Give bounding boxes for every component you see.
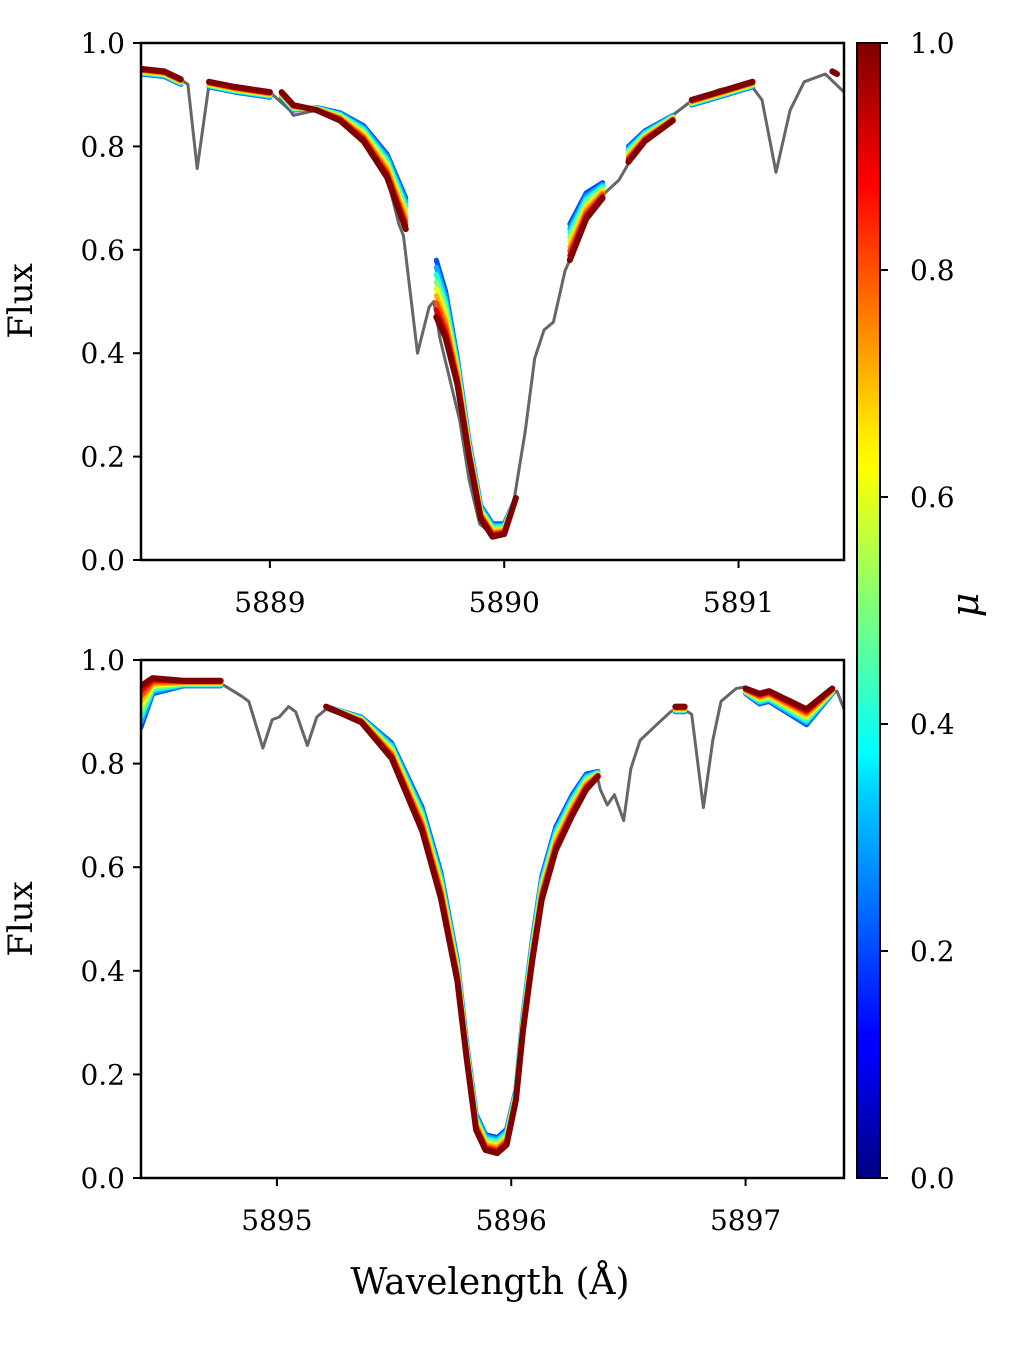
top-ylabel: Flux <box>1 263 41 339</box>
top-ytick-label: 1.0 <box>80 27 125 60</box>
bottom-observed-mu-0.9 <box>323 704 601 1154</box>
bottom-model-line <box>141 679 844 1155</box>
bottom-observed-mu-0.7 <box>323 704 601 1150</box>
bottom-observed-mu-0.2 <box>323 704 601 1141</box>
bottom-ylabel: Flux <box>1 881 41 957</box>
bottom-observed-mu-0.4 <box>323 704 601 1144</box>
top-ytick-label: 0.8 <box>80 130 125 163</box>
top-model-line <box>141 69 844 539</box>
top-observed-mu-1 <box>829 68 840 77</box>
bottom-observed-mu-1 <box>141 675 224 689</box>
bottom-xtick-label: 5896 <box>476 1204 547 1237</box>
top-observed-mu-1 <box>625 117 676 165</box>
colorbar-label: μ <box>943 593 987 618</box>
bottom-xtick-label: 5897 <box>710 1204 781 1237</box>
bottom-observed-mu-0.5 <box>323 704 601 1146</box>
bottom-xtick-label: 5895 <box>241 1204 312 1237</box>
colorbar-tick-label: 1.0 <box>910 27 955 60</box>
bottom-observed-mu-1 <box>742 685 836 713</box>
colorbar: 0.0 0.2 0.4 0.6 0.8 1.0 μ <box>856 27 987 1195</box>
top-panel: 5889 5890 5891 0.0 0.2 0.4 0.6 0.8 1.0 Flux <box>1 27 846 619</box>
bottom-ytick-label: 0.8 <box>80 748 125 781</box>
colorbar-tick-label: 0.6 <box>910 481 955 514</box>
bottom-ytick-label: 1.0 <box>80 644 125 677</box>
colorbar-tick-label: 0.0 <box>910 1162 955 1195</box>
colorbar-tick-label: 0.2 <box>910 935 955 968</box>
top-observed-mu-1 <box>141 65 184 83</box>
bottom-ytick-label: 0.4 <box>80 955 125 988</box>
top-xtick-label: 5890 <box>469 586 540 619</box>
top-ytick-label: 0.6 <box>80 234 125 267</box>
x-axis-label: Wavelength (Å) <box>350 1261 629 1303</box>
colorbar-tick-label: 0.4 <box>910 708 955 741</box>
top-xtick-label: 5889 <box>234 586 305 619</box>
top-observed-mu-1 <box>433 314 519 540</box>
top-observed-mu-1 <box>206 78 273 96</box>
top-ytick-label: 0.2 <box>80 441 125 474</box>
bottom-observed-mu-1 <box>323 703 601 1157</box>
top-observed-mu-1 <box>278 89 409 233</box>
bottom-panel: 5895 5896 5897 0.0 0.2 0.4 0.6 0.8 1.0 Flux Wave… <box>1 644 846 1303</box>
colorbar-gradient <box>856 42 881 1179</box>
top-xtick-label: 5891 <box>703 586 774 619</box>
bottom-ytick-label: 0.0 <box>80 1162 125 1195</box>
top-observed-mu-1 <box>688 78 756 103</box>
top-ytick-label: 0.0 <box>80 544 125 577</box>
bottom-observed-mu-0.6 <box>323 704 601 1148</box>
bottom-ytick-label: 0.2 <box>80 1058 125 1091</box>
bottom-axes-frame <box>139 658 846 1180</box>
top-ytick-label: 0.4 <box>80 337 125 370</box>
top-observed-mu-1 <box>566 195 606 264</box>
bottom-observed-mu-0.8 <box>323 704 601 1152</box>
top-axes-frame <box>139 41 846 562</box>
colorbar-tick-label: 0.8 <box>910 254 955 287</box>
bottom-ytick-label: 0.6 <box>80 851 125 884</box>
bottom-observed-mu-0.3 <box>323 704 601 1142</box>
